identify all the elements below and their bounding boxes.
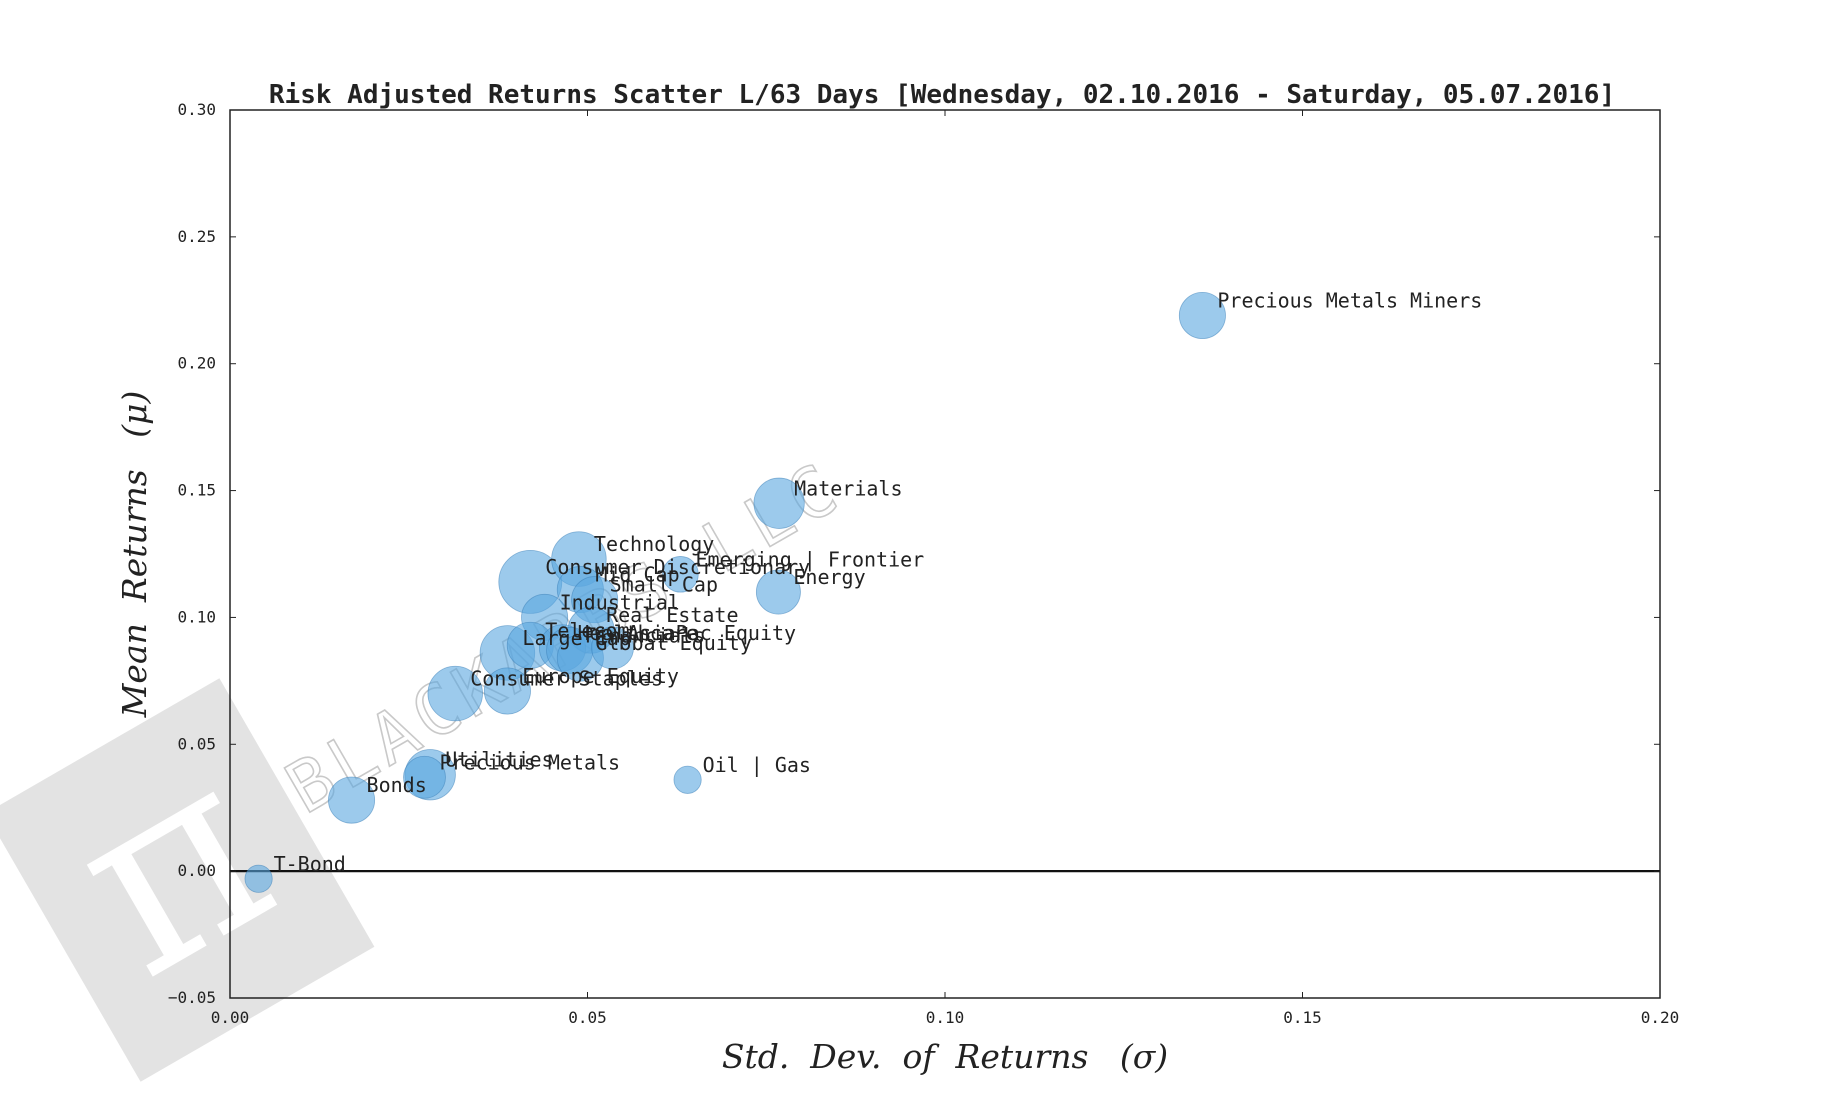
chart-title: Risk Adjusted Returns Scatter L/63 Days … [269, 80, 1615, 110]
point-label-technology: Technology [594, 532, 714, 556]
point-label-real-estate: Real Estate [606, 603, 738, 627]
y-tick-label: 0.20 [177, 354, 216, 373]
plot-frame [229, 109, 1661, 999]
point-label-emerging-frontier: Emerging | Frontier [695, 547, 924, 571]
data-bubbles [244, 292, 1226, 893]
bubble-precious-metals-miners [1178, 292, 1226, 340]
bubble-oil-gas [673, 765, 702, 794]
point-label-consumer-discretionary: Consumer Discretionary [545, 555, 810, 579]
watermark-logo-box [0, 678, 375, 1082]
point-label-large-cap: Large Cap [522, 626, 630, 650]
point-label-utilities: Utilities [445, 748, 553, 772]
y-tick-label: −0.05 [168, 988, 216, 1007]
y-axis-label: Mean Returns (μ) [115, 391, 154, 719]
bubble-materials [753, 477, 805, 529]
point-label-mid-cap: Mid Cap [595, 563, 679, 587]
bubble-asiapac-equity [591, 626, 634, 670]
point-label-healthcare: Healthcare [577, 621, 697, 645]
point-label-t-bond: T-Bond [274, 852, 346, 876]
y-tick-label: 0.10 [177, 607, 216, 626]
x-tick-label: 0.10 [926, 1008, 965, 1027]
x-tick-label: 0.20 [1641, 1008, 1680, 1027]
point-label-consumer-staples: Consumer Staples [470, 667, 663, 691]
bubble-emerging-frontier [662, 556, 699, 593]
x-axis-label: Std. Dev. of Returns (σ) [722, 1037, 1168, 1076]
bubble-energy [755, 569, 801, 615]
bubble-precious-metals [403, 755, 446, 799]
bubble-europe-equity [483, 667, 531, 715]
point-label-small-cap: Small Cap [610, 573, 718, 597]
point-label-industrial: Industrial [560, 590, 680, 614]
x-tick-label: 0.00 [211, 1008, 250, 1027]
point-label-bonds: Bonds [367, 773, 427, 797]
point-label-materials: Materials [794, 476, 902, 500]
y-tick-label: 0.00 [177, 861, 216, 880]
bubble-consumer-staples [427, 665, 483, 722]
x-tick-label: 0.15 [1283, 1008, 1322, 1027]
point-label-telecom: Telecom [545, 618, 629, 642]
point-label-precious-metals: Precious Metals [439, 750, 620, 774]
bubble-bonds [328, 776, 376, 824]
y-tick-label: 0.15 [177, 481, 216, 500]
x-tick-label: 0.05 [568, 1008, 607, 1027]
y-tick-label: 0.25 [177, 227, 216, 246]
data-point-labels: Precious Metals Miners Materials EnergyEme… [274, 289, 1483, 876]
y-tick-label: 0.30 [177, 100, 216, 119]
axis-ticks: 0.00 0.05 0.10 0.15 0.20−0.050.000.050.100.1… [168, 100, 1679, 1027]
point-label-asiapac-equity: AsiaPac Equity [628, 621, 797, 645]
point-label-precious-metals-miners: Precious Metals Miners [1217, 289, 1482, 313]
point-label-energy: Energy [793, 565, 865, 589]
point-label-financials: Financials [585, 623, 705, 647]
bubble-t-bond [244, 864, 273, 893]
point-label-oil-gas: Oil | Gas [703, 753, 811, 777]
point-label-europe-equity: Europe Equity [522, 664, 679, 688]
y-tick-label: 0.05 [177, 734, 216, 753]
point-label-global-equity: Global Equity [595, 631, 752, 655]
